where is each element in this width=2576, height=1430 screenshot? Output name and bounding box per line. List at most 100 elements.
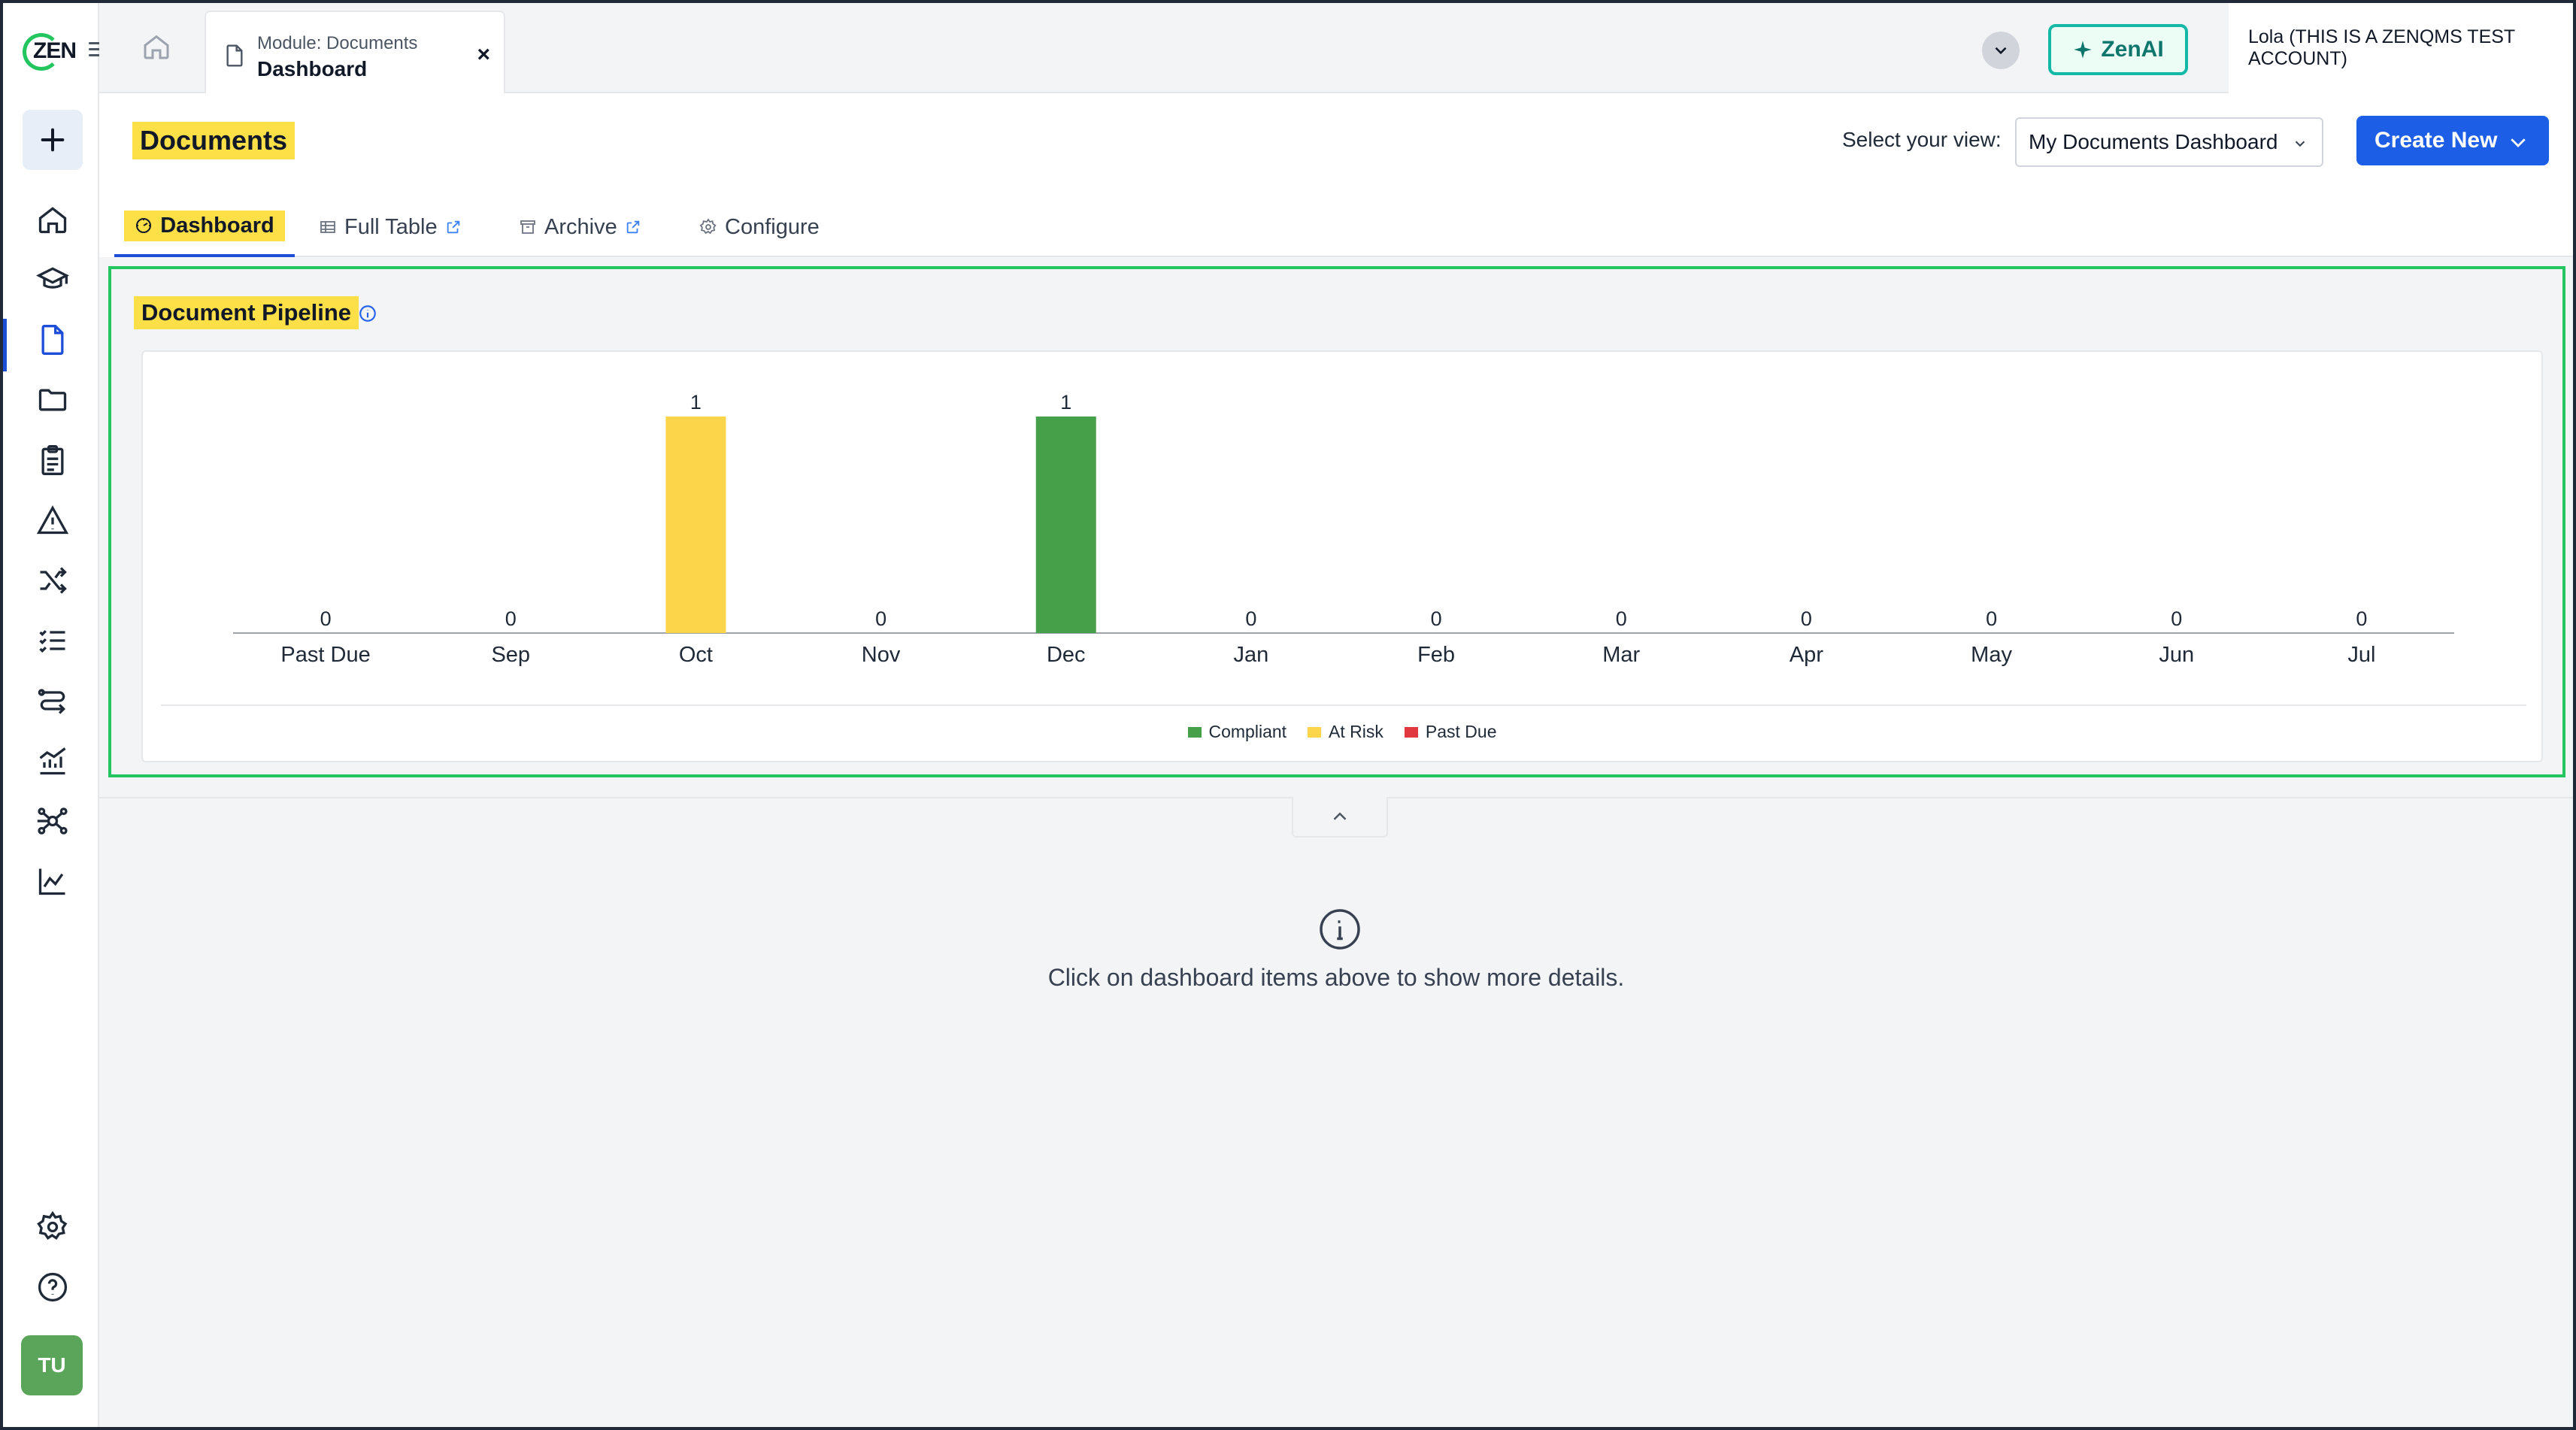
gear-icon xyxy=(699,218,717,235)
folder-icon[interactable] xyxy=(33,380,72,420)
x-tick-label: Past Due xyxy=(280,643,370,667)
view-select[interactable]: My Documents Dashboard xyxy=(2015,117,2323,167)
settings-icon[interactable] xyxy=(33,1207,72,1247)
legend-swatch xyxy=(1308,726,1322,738)
empty-state-info-icon xyxy=(1317,907,1362,956)
data-label: 0 xyxy=(875,607,886,630)
tab-full-table-label: Full Table xyxy=(344,214,438,239)
chevron-down-icon xyxy=(2511,138,2526,147)
sidebar: ZEN xyxy=(3,3,105,1427)
tabs-dropdown-button[interactable] xyxy=(1982,32,2020,69)
x-tick-label: Mar xyxy=(1602,643,1640,667)
x-tick-label: May xyxy=(1971,643,2012,667)
bar-dec-compliant[interactable] xyxy=(1035,417,1096,633)
bar-oct-at-risk[interactable] xyxy=(665,417,726,633)
legend-label: Past Due xyxy=(1425,722,1497,741)
x-tick-label: Jan xyxy=(1234,643,1269,667)
analytics-icon[interactable] xyxy=(33,741,72,780)
data-label: 0 xyxy=(505,607,517,630)
data-label: 1 xyxy=(1060,391,1071,414)
data-label: 0 xyxy=(1616,607,1627,630)
user-name[interactable]: Lola (THIS IS A ZENQMS TEST ACCOUNT) xyxy=(2229,3,2573,93)
plus-icon xyxy=(41,128,65,152)
view-select-label: Select your view: xyxy=(1842,128,2002,151)
x-tick-label: Dec xyxy=(1047,643,1086,667)
pipeline-chart: 0 Past Due 0 Sep 1 Oct 0 Nov 1 Dec 0 Jan 0 Feb 0 Mar 0 Ap… xyxy=(141,350,2543,762)
x-tick-label: Feb xyxy=(1417,643,1455,667)
tab-archive-label: Archive xyxy=(544,214,617,239)
x-tick-label: Sep xyxy=(491,643,530,667)
document-icon[interactable] xyxy=(33,320,72,359)
legend-item[interactable]: Past Due xyxy=(1404,722,1497,742)
tab-title: Dashboard xyxy=(257,57,368,80)
close-tab-icon[interactable]: × xyxy=(477,42,490,67)
table-icon xyxy=(320,221,335,233)
line-chart-icon[interactable] xyxy=(33,862,72,901)
add-button[interactable] xyxy=(23,110,83,170)
tab-dashboard-label: Dashboard xyxy=(160,213,274,238)
shuffle-icon[interactable] xyxy=(33,561,72,600)
legend-item[interactable]: At Risk xyxy=(1308,722,1383,742)
page-title: Documents xyxy=(132,122,295,159)
data-label: 0 xyxy=(1801,607,1812,630)
zen-logo[interactable]: ZEN xyxy=(23,30,77,72)
data-label: 0 xyxy=(2356,607,2367,630)
home-tab-icon[interactable] xyxy=(141,32,177,68)
view-select-value: My Documents Dashboard xyxy=(2029,130,2278,153)
menu-icon[interactable] xyxy=(89,42,105,60)
legend-label: Compliant xyxy=(1208,722,1287,741)
dashboard-tab[interactable]: Module: Documents Dashboard × xyxy=(205,11,505,95)
logo-text: ZEN xyxy=(33,38,77,63)
tab-subtitle: Module: Documents xyxy=(257,33,418,53)
legend-swatch xyxy=(1404,726,1418,738)
collapse-button[interactable] xyxy=(1292,797,1388,838)
data-label: 1 xyxy=(690,391,702,414)
info-icon[interactable] xyxy=(358,304,377,327)
data-label: 0 xyxy=(1431,607,1442,630)
pipeline-chart-svg: 0 Past Due 0 Sep 1 Oct 0 Nov 1 Dec 0 Jan 0 Feb 0 Mar 0 Ap… xyxy=(161,391,2526,706)
external-link-icon xyxy=(626,220,639,234)
data-label: 0 xyxy=(320,607,332,630)
chart-legend: Compliant At Risk Past Due xyxy=(143,722,2541,742)
help-icon[interactable] xyxy=(33,1268,72,1307)
legend-item[interactable]: Compliant xyxy=(1187,722,1287,742)
create-new-label: Create New xyxy=(2374,128,2498,153)
home-icon[interactable] xyxy=(33,200,72,239)
document-tab-icon xyxy=(223,42,247,73)
data-label: 0 xyxy=(1986,607,1997,630)
tab-archive[interactable]: Archive xyxy=(519,197,641,257)
workflow-icon[interactable] xyxy=(33,681,72,720)
external-link-icon xyxy=(447,220,459,234)
page-header: Documents Select your view: My Documents… xyxy=(99,93,2573,257)
data-label: 0 xyxy=(1245,607,1256,630)
network-icon[interactable] xyxy=(33,801,72,841)
x-tick-label: Oct xyxy=(679,643,713,667)
active-indicator xyxy=(3,319,7,371)
user-avatar[interactable]: TU xyxy=(21,1335,83,1395)
module-tabs: Dashboard Full Table Archive Configure xyxy=(114,197,2573,257)
legend-label: At Risk xyxy=(1329,722,1383,741)
legend-swatch xyxy=(1187,726,1202,738)
tab-dashboard-highlight: Dashboard xyxy=(124,210,285,241)
graduation-cap-icon[interactable] xyxy=(33,260,72,299)
warning-icon[interactable] xyxy=(33,501,72,540)
archive-icon xyxy=(520,220,535,234)
top-bar: Module: Documents Dashboard × ZenAI Lola… xyxy=(99,3,2573,95)
empty-state-message: Click on dashboard items above to show m… xyxy=(1047,964,1625,991)
x-tick-label: Apr xyxy=(1790,643,1823,667)
chevron-up-icon xyxy=(1333,812,1347,820)
chevron-down-icon xyxy=(2295,141,2305,147)
tab-configure-label: Configure xyxy=(725,214,820,239)
tab-configure[interactable]: Configure xyxy=(699,197,820,257)
checklist-icon[interactable] xyxy=(33,621,72,660)
sparkle-icon xyxy=(2074,41,2092,59)
x-tick-label: Jun xyxy=(2159,643,2194,667)
create-new-button[interactable]: Create New xyxy=(2356,116,2549,165)
clipboard-icon[interactable] xyxy=(33,441,72,480)
tab-dashboard[interactable]: Dashboard xyxy=(114,197,295,257)
zenai-label: ZenAI xyxy=(2101,37,2164,62)
zenai-button[interactable]: ZenAI xyxy=(2048,24,2188,75)
document-pipeline-panel: Document Pipeline 0 Past Due 0 Sep 1 Oct 0 Nov 1… xyxy=(108,266,2565,777)
tab-full-table[interactable]: Full Table xyxy=(319,197,462,257)
